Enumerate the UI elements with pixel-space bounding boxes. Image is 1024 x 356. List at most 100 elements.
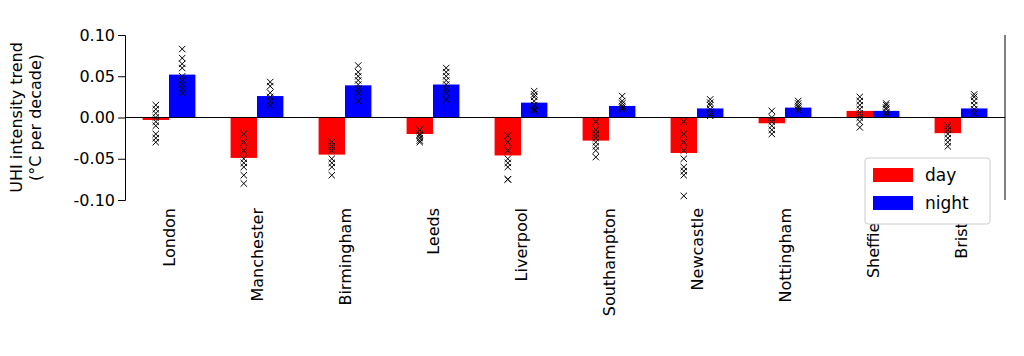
member-marker [505,176,511,182]
member-marker [329,164,335,170]
member-marker [179,46,185,52]
y-tick-mark [118,35,125,36]
legend: day night [865,158,990,224]
bar [257,96,283,117]
member-marker [179,65,185,71]
member-marker [531,108,537,114]
member-marker [505,164,511,170]
y-tick-label: -0.10 [74,191,115,210]
legend-swatch [873,196,913,210]
member-marker [795,107,801,113]
member-series [153,94,951,199]
legend-swatch [873,168,913,182]
member-marker [505,132,511,138]
y-tick-mark [118,200,125,201]
bar [231,118,257,158]
x-tick: Birmingham [336,208,355,306]
x-axis: London Manchester Birmingham Leeds Liverpool… [160,208,971,317]
member-marker [971,110,977,116]
member-marker [241,180,247,186]
x-tick-label: Southampton [600,208,619,316]
y-axis: -0.10 -0.05 0.00 0.05 0.10 [74,26,126,210]
y-tick-label: 0.05 [79,67,115,86]
bar [785,108,811,118]
member-marker [857,118,863,124]
bar [759,118,785,124]
y-tick-label: -0.05 [74,149,115,168]
x-tick-label: Newcastle [688,208,707,290]
member-marker [707,96,713,102]
y-axis-title: UHI intensity trend(°C per decade) [7,42,45,193]
y-tick-mark [118,76,125,77]
x-tick: Leeds [424,208,443,255]
x-tick: Nottingham [776,208,795,303]
bar [407,118,433,135]
x-tick-label: London [160,208,179,267]
member-marker [417,139,423,145]
member-marker [769,131,775,137]
member-marker [355,98,361,104]
member-marker [241,131,247,137]
y-tick: -0.05 [74,149,125,168]
plot-area [143,46,988,199]
legend-box [865,158,990,224]
right-spine [1005,35,1006,200]
member-marker [681,193,687,199]
member-marker [769,108,775,114]
member-marker [179,90,185,96]
member-marker [241,164,247,170]
member-marker [619,106,625,112]
bar [583,118,609,141]
member-marker [241,139,247,145]
member-marker [179,55,185,61]
y-tick-label: 0.10 [79,26,115,45]
member-marker [593,154,599,160]
member-marker [153,123,159,129]
y-tick: 0.00 [79,108,125,127]
member-marker [443,90,449,96]
member-marker [241,147,247,153]
bar [433,85,459,118]
member-marker [505,147,511,153]
member-marker [505,139,511,145]
member-marker [153,139,159,145]
member-marker [505,176,511,182]
x-tick: Liverpool [512,208,531,281]
member-marker [267,102,273,108]
bar-series [169,75,987,118]
member-marker [267,83,273,89]
bar [495,118,521,156]
bar [935,118,961,134]
member-marker [857,124,863,130]
member-marker [681,118,687,124]
member-marker [945,143,951,149]
x-tick-label: Manchester [248,208,267,302]
zero-line [125,117,1005,118]
member-marker [681,156,687,162]
bar [671,118,697,153]
legend-label: day [925,165,956,185]
y-tick: 0.10 [79,26,125,45]
member-marker [329,172,335,178]
bar [345,85,371,117]
legend-entry: night [873,193,969,213]
y-tick-label: 0.00 [79,108,115,127]
member-marker [681,147,687,153]
y-tick: 0.05 [79,67,125,86]
member-marker [593,118,599,124]
member-marker [531,88,537,94]
member-marker [443,96,449,102]
member-series [179,46,977,119]
y-tick-mark [118,159,125,160]
bar [847,111,873,118]
member-marker [707,113,713,119]
y-axis-title-line: UHI intensity trend [7,42,26,193]
x-tick-label: Birmingham [336,208,355,306]
y-axis-line [118,36,126,201]
x-tick-label: Nottingham [776,208,795,303]
member-marker [883,106,889,112]
member-marker [681,131,687,137]
x-tick-label: Liverpool [512,208,531,281]
y-tick-mark [118,118,125,119]
member-marker [681,172,687,178]
